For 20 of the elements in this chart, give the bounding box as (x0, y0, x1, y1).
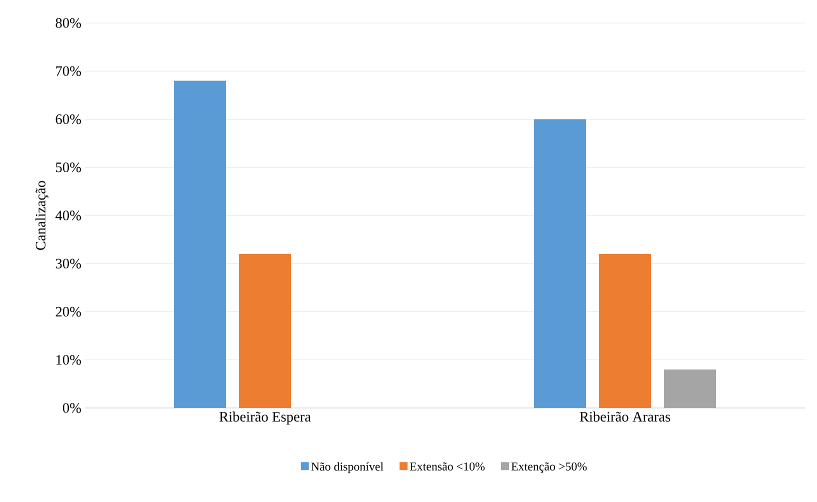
y-tick-label: 80% (56, 18, 81, 28)
bar (239, 254, 292, 408)
y-tick-label: 60% (56, 114, 81, 124)
y-tick-label: 10% (56, 354, 81, 365)
bar (174, 80, 226, 408)
legend-label: Extenção >50% (511, 462, 587, 473)
y-tick-label: 0% (62, 403, 81, 413)
legend-label: Não disponível (311, 462, 384, 474)
bar (534, 119, 586, 408)
y-tick-label: 20% (56, 306, 81, 317)
bar (664, 369, 716, 408)
x-tick-label: Ribeirão Espera (219, 412, 311, 425)
y-tick-label: 50% (56, 162, 81, 172)
bar (599, 254, 652, 408)
x-tick-label: Ribeirão Araras (580, 412, 670, 422)
y-tick-label: 70% (56, 66, 81, 76)
y-tick-label: 40% (55, 210, 81, 220)
y-axis-title: Canalização (35, 180, 48, 250)
y-tick-label: 30% (56, 258, 81, 268)
legend-label: Extensão <10% (410, 462, 485, 471)
